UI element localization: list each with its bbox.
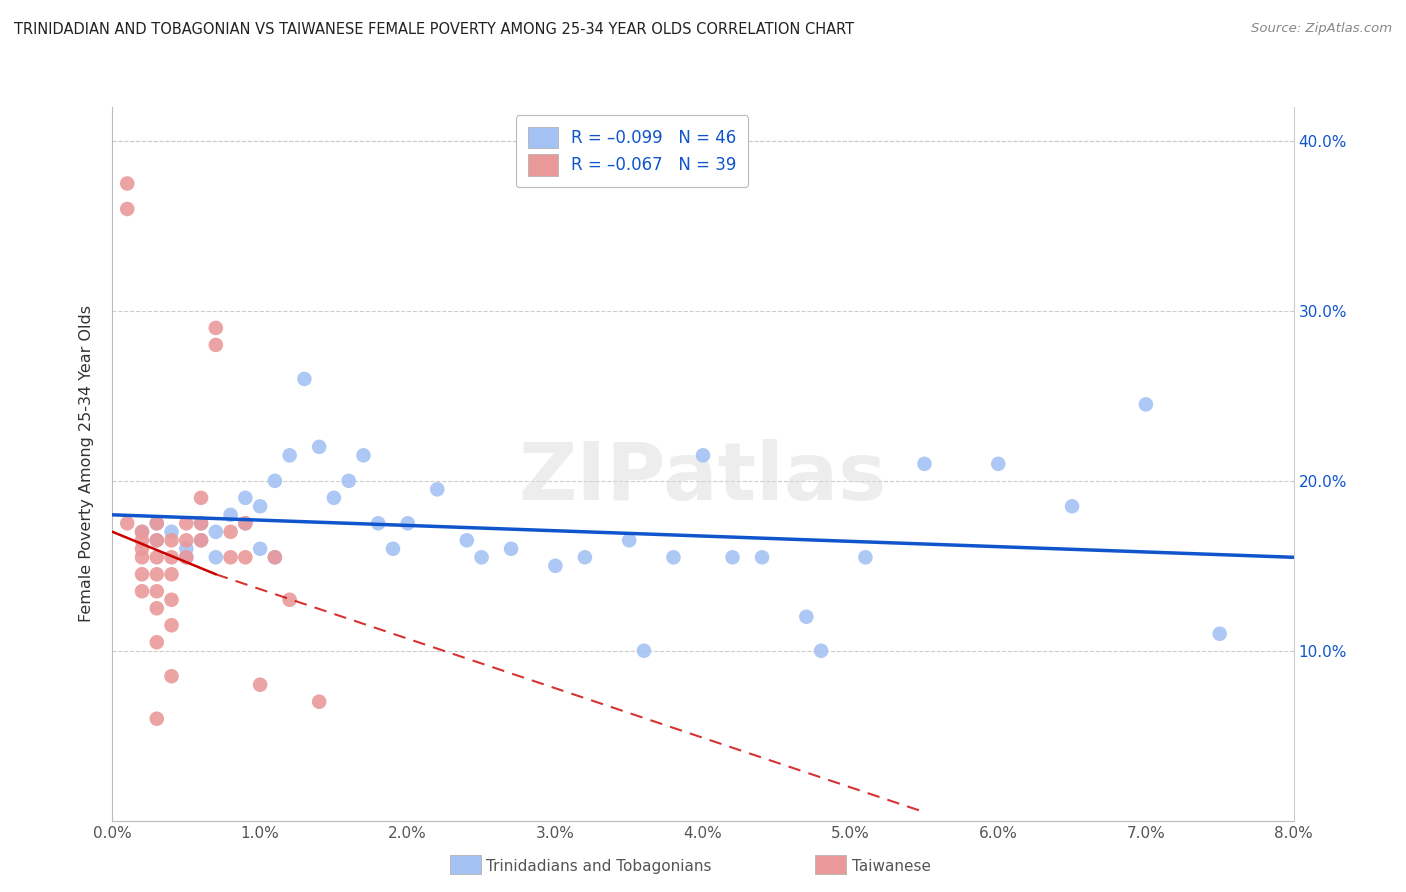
- Point: [131, 584, 153, 599]
- Point: [662, 550, 685, 565]
- Y-axis label: Female Poverty Among 25-34 Year Olds: Female Poverty Among 25-34 Year Olds: [79, 305, 94, 623]
- Point: [853, 550, 877, 565]
- Point: [174, 541, 197, 556]
- Point: [1062, 500, 1084, 514]
- Point: [117, 516, 138, 531]
- Point: [117, 177, 138, 191]
- Point: [146, 516, 169, 531]
- Point: [146, 516, 169, 531]
- Point: [174, 550, 197, 565]
- Point: [574, 550, 596, 565]
- Point: [619, 533, 641, 548]
- Point: [249, 500, 271, 514]
- Point: [146, 550, 169, 565]
- Point: [146, 533, 169, 548]
- Text: TRINIDADIAN AND TOBAGONIAN VS TAIWANESE FEMALE POVERTY AMONG 25-34 YEAR OLDS COR: TRINIDADIAN AND TOBAGONIAN VS TAIWANESE …: [14, 22, 855, 37]
- Point: [249, 678, 271, 692]
- Point: [190, 533, 212, 548]
- Point: [190, 516, 212, 531]
- Point: [160, 533, 183, 548]
- Point: [190, 491, 212, 505]
- Point: [249, 541, 271, 556]
- Point: [131, 550, 153, 565]
- Text: Trinidadians and Tobagonians: Trinidadians and Tobagonians: [486, 859, 711, 873]
- Point: [1135, 397, 1157, 411]
- Point: [233, 491, 256, 505]
- Text: ZIPatlas: ZIPatlas: [519, 439, 887, 517]
- Point: [633, 644, 655, 658]
- Point: [914, 457, 936, 471]
- Point: [278, 448, 301, 462]
- Point: [501, 541, 523, 556]
- Point: [308, 440, 330, 454]
- Point: [174, 533, 197, 548]
- Point: [160, 524, 183, 539]
- Point: [146, 533, 169, 548]
- Point: [174, 550, 197, 565]
- Point: [190, 533, 212, 548]
- Point: [751, 550, 773, 565]
- Text: Source: ZipAtlas.com: Source: ZipAtlas.com: [1251, 22, 1392, 36]
- Point: [367, 516, 389, 531]
- Point: [264, 550, 287, 565]
- Point: [160, 567, 183, 582]
- Point: [426, 483, 449, 497]
- Point: [146, 584, 169, 599]
- Point: [160, 550, 183, 565]
- Point: [146, 712, 169, 726]
- Point: [131, 533, 153, 548]
- Point: [160, 618, 183, 632]
- Point: [146, 567, 169, 582]
- Point: [796, 609, 818, 624]
- Point: [219, 524, 242, 539]
- Point: [190, 516, 212, 531]
- Point: [471, 550, 494, 565]
- Point: [205, 338, 228, 352]
- Point: [692, 448, 714, 462]
- Text: Taiwanese: Taiwanese: [852, 859, 931, 873]
- Point: [264, 474, 287, 488]
- Point: [160, 592, 183, 607]
- Point: [278, 592, 301, 607]
- Point: [131, 524, 153, 539]
- Point: [131, 567, 153, 582]
- Point: [544, 558, 567, 573]
- Point: [205, 524, 228, 539]
- Point: [456, 533, 478, 548]
- Point: [323, 491, 346, 505]
- Point: [146, 635, 169, 649]
- Point: [205, 321, 228, 335]
- Point: [219, 508, 242, 522]
- Point: [233, 516, 256, 531]
- Point: [337, 474, 360, 488]
- Point: [396, 516, 419, 531]
- Point: [219, 550, 242, 565]
- Point: [174, 516, 197, 531]
- Point: [131, 524, 153, 539]
- Point: [352, 448, 374, 462]
- Legend: R = –0.099   N = 46, R = –0.067   N = 39: R = –0.099 N = 46, R = –0.067 N = 39: [516, 115, 748, 187]
- Point: [1208, 626, 1232, 640]
- Point: [131, 541, 153, 556]
- Point: [721, 550, 744, 565]
- Point: [160, 669, 183, 683]
- Point: [233, 516, 256, 531]
- Point: [146, 601, 169, 615]
- Point: [233, 550, 256, 565]
- Point: [292, 372, 315, 386]
- Point: [382, 541, 405, 556]
- Point: [987, 457, 1010, 471]
- Point: [810, 644, 832, 658]
- Point: [205, 550, 228, 565]
- Point: [308, 695, 330, 709]
- Point: [264, 550, 287, 565]
- Point: [117, 202, 138, 216]
